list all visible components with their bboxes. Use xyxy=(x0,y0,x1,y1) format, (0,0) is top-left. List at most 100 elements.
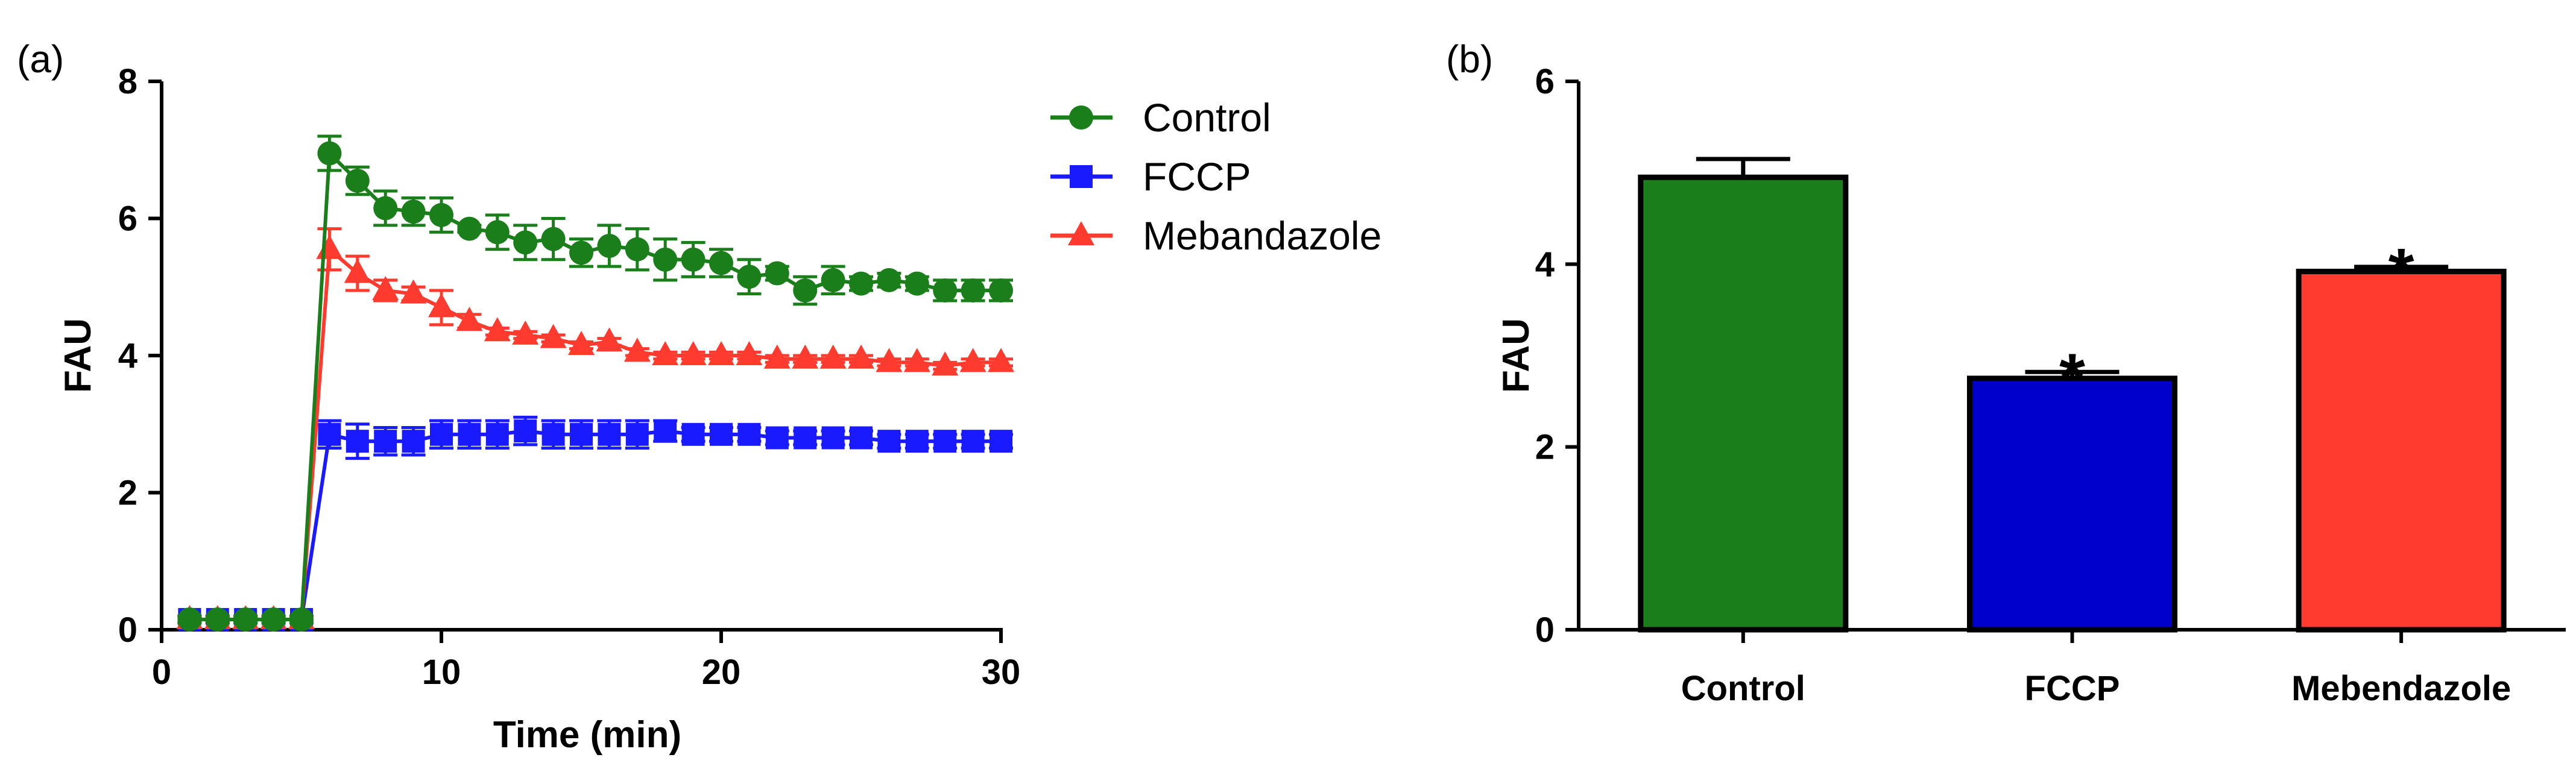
data-point xyxy=(484,317,511,342)
data-point xyxy=(710,422,733,446)
data-point xyxy=(708,341,734,365)
significance-marker: * xyxy=(2388,235,2414,309)
data-point xyxy=(763,344,791,369)
data-point xyxy=(877,268,901,292)
data-point xyxy=(317,141,342,166)
data-point xyxy=(736,341,763,365)
data-point xyxy=(568,330,595,355)
data-point xyxy=(737,422,761,446)
data-point xyxy=(344,259,371,283)
data-point xyxy=(540,324,567,348)
data-point xyxy=(681,247,706,272)
data-point xyxy=(177,607,202,632)
x-tick-label: 20 xyxy=(702,653,741,692)
x-tick-label: FCCP xyxy=(2025,669,2120,708)
data-point xyxy=(401,199,426,224)
data-point xyxy=(345,168,370,193)
data-point xyxy=(933,430,957,453)
data-point xyxy=(850,426,873,450)
data-point xyxy=(457,216,482,241)
panel-b-label: (b) xyxy=(1446,37,1493,81)
data-point xyxy=(625,237,649,262)
data-point xyxy=(849,271,873,296)
significance-marker: * xyxy=(2059,340,2085,414)
data-point xyxy=(374,430,397,453)
data-point xyxy=(596,327,623,352)
legend-label: Control xyxy=(1143,95,1271,140)
data-point xyxy=(765,261,789,286)
data-point xyxy=(261,607,286,632)
data-point xyxy=(318,422,341,446)
y-tick-label: 0 xyxy=(118,610,137,650)
bar-fccp xyxy=(1967,375,2177,633)
data-point xyxy=(485,220,510,245)
data-point xyxy=(848,344,874,369)
data-point xyxy=(961,430,985,453)
y-tick-label: 4 xyxy=(1535,245,1555,284)
data-point xyxy=(514,419,537,443)
data-point xyxy=(905,430,929,453)
data-point xyxy=(458,422,481,446)
data-point xyxy=(402,430,425,453)
x-tick-label: 10 xyxy=(422,653,461,692)
data-point xyxy=(821,268,845,292)
data-point xyxy=(653,247,678,272)
data-point xyxy=(205,607,230,632)
line-chart: 0 2 4 6 8 0 10 20 30 Time (min) FAU Control FCCP Meba… xyxy=(57,62,1381,756)
data-point xyxy=(819,344,847,369)
data-point xyxy=(990,430,1012,453)
legend-label: Mebandazole xyxy=(1143,213,1381,258)
data-point xyxy=(989,278,1013,303)
data-point xyxy=(570,422,593,446)
data-point xyxy=(709,251,733,275)
data-point xyxy=(346,430,369,453)
data-point xyxy=(903,348,930,372)
data-point xyxy=(485,422,509,446)
data-point xyxy=(794,426,817,450)
data-point xyxy=(372,275,399,300)
data-point xyxy=(877,430,901,453)
data-point xyxy=(598,422,621,446)
y-tick-label: 2 xyxy=(118,474,137,513)
data-point xyxy=(933,278,958,303)
legend: Control FCCP Mebandazole xyxy=(1050,95,1381,258)
series-control xyxy=(177,134,1013,632)
y-tick-label: 6 xyxy=(1535,62,1555,101)
data-point xyxy=(1068,221,1094,245)
x-tick-label: 30 xyxy=(982,653,1021,692)
y-tick-label: 0 xyxy=(1535,610,1555,650)
x-axis-title: Time (min) xyxy=(493,714,681,756)
data-point xyxy=(792,344,819,369)
data-point xyxy=(569,240,593,265)
data-point xyxy=(876,348,903,372)
data-point xyxy=(625,422,649,446)
x-tick-label: Mebendazole xyxy=(2291,669,2511,708)
data-point xyxy=(316,234,343,259)
data-point xyxy=(737,265,762,289)
data-point xyxy=(541,422,565,446)
data-point xyxy=(456,307,483,331)
data-point xyxy=(793,278,818,303)
data-point xyxy=(597,234,622,258)
x-tick-label: Control xyxy=(1681,669,1805,708)
data-point xyxy=(652,341,679,365)
data-point xyxy=(429,202,453,227)
legend-label: FCCP xyxy=(1143,154,1251,199)
y-tick-label: 4 xyxy=(118,336,137,375)
y-tick-label: 6 xyxy=(118,199,137,239)
bar-mebendazole xyxy=(2296,268,2507,633)
bar-chart: 0 2 4 6 FAU Control FCCP * Mebendazole * xyxy=(1495,62,2566,708)
data-point xyxy=(821,426,845,450)
data-point xyxy=(430,422,453,446)
data-point xyxy=(959,348,987,372)
data-point xyxy=(400,279,427,304)
data-point xyxy=(623,337,651,362)
data-point xyxy=(289,607,314,632)
y-axis-title: FAU xyxy=(57,318,99,393)
data-point xyxy=(541,227,566,251)
y-tick-label: 2 xyxy=(1535,428,1555,467)
panel-a-label: (a) xyxy=(17,37,64,81)
x-tick-label: 0 xyxy=(152,653,171,692)
data-point xyxy=(680,341,707,365)
data-point xyxy=(988,348,1014,372)
